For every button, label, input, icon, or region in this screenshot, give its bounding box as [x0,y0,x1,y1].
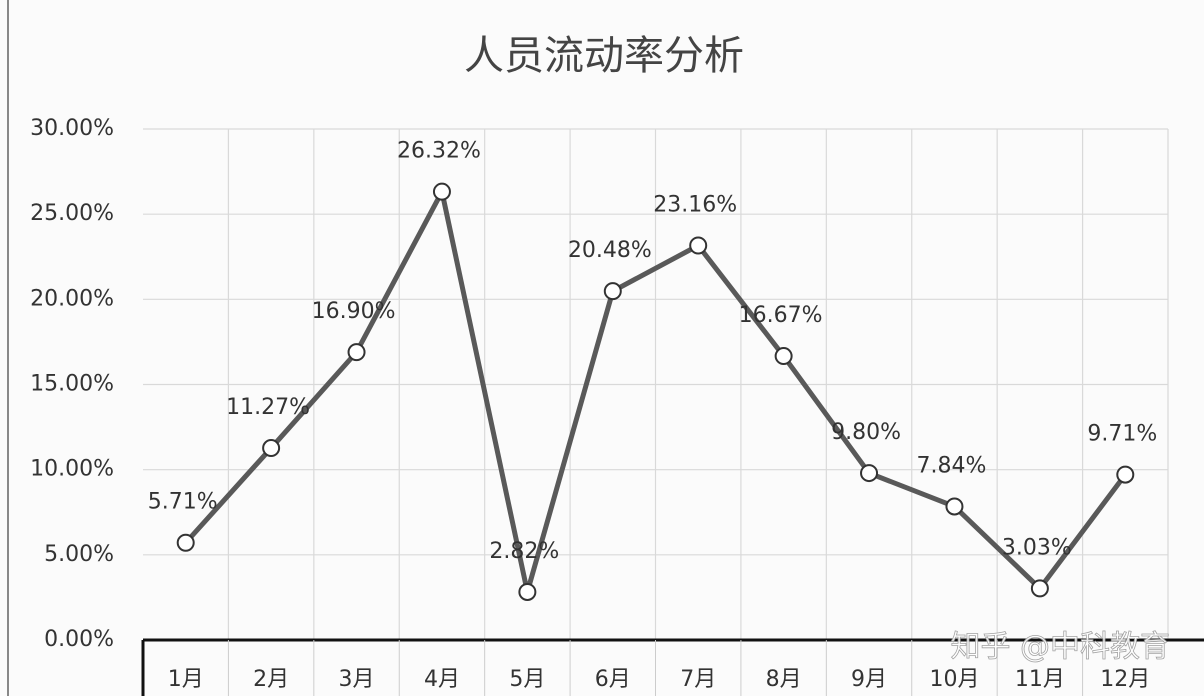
data-label: 3.03% [1002,535,1072,560]
marker [176,533,195,552]
data-label: 5.71% [148,490,218,515]
marker [518,582,537,601]
x-tick-label: 1月 [168,667,204,692]
data-label: 16.90% [312,299,396,324]
x-tick-label: 5月 [509,667,545,692]
marker [1116,465,1135,484]
marker [860,464,879,483]
data-label: 2.82% [489,539,559,564]
x-tick-label: 2月 [253,667,289,692]
y-tick-label: 5.00% [44,542,114,567]
y-tick-label: 25.00% [30,201,114,226]
marker [262,439,281,458]
data-label: 26.32% [397,139,481,164]
x-tick-label: 7月 [680,667,716,692]
line [183,189,1128,595]
chart-title: 人员流动率分析 [464,33,744,79]
y-tick-label: 0.00% [44,627,114,652]
data-label: 16.67% [739,303,823,328]
watermark: 知乎 @中科教育 [950,630,1170,665]
marker [774,347,793,366]
marker [1030,579,1049,598]
x-tick-label: 9月 [851,667,887,692]
x-tick-label: 10月 [929,667,979,692]
data-label: 9.71% [1087,422,1157,447]
marker [603,282,622,301]
x-tick-label: 8月 [766,667,802,692]
x-tick-label: 6月 [595,667,631,692]
data-label: 23.16% [653,193,737,218]
y-tick-label: 30.00% [30,116,114,141]
data-label: 11.27% [226,395,310,420]
y-tick-label: 20.00% [30,286,114,311]
marker [432,182,451,201]
x-tick-label: 12月 [1100,667,1150,692]
data-label: 7.84% [917,453,987,478]
x-tick-label: 3月 [339,667,375,692]
y-tick-label: 10.00% [30,457,114,482]
marker [347,343,366,362]
data-label: 9.80% [831,420,901,445]
marker [689,236,708,255]
y-tick-label: 15.00% [30,372,114,397]
x-tick-label: 11月 [1015,667,1065,692]
data-label: 20.48% [568,238,652,263]
marker [945,497,964,516]
x-tick-label: 4月 [424,667,460,692]
